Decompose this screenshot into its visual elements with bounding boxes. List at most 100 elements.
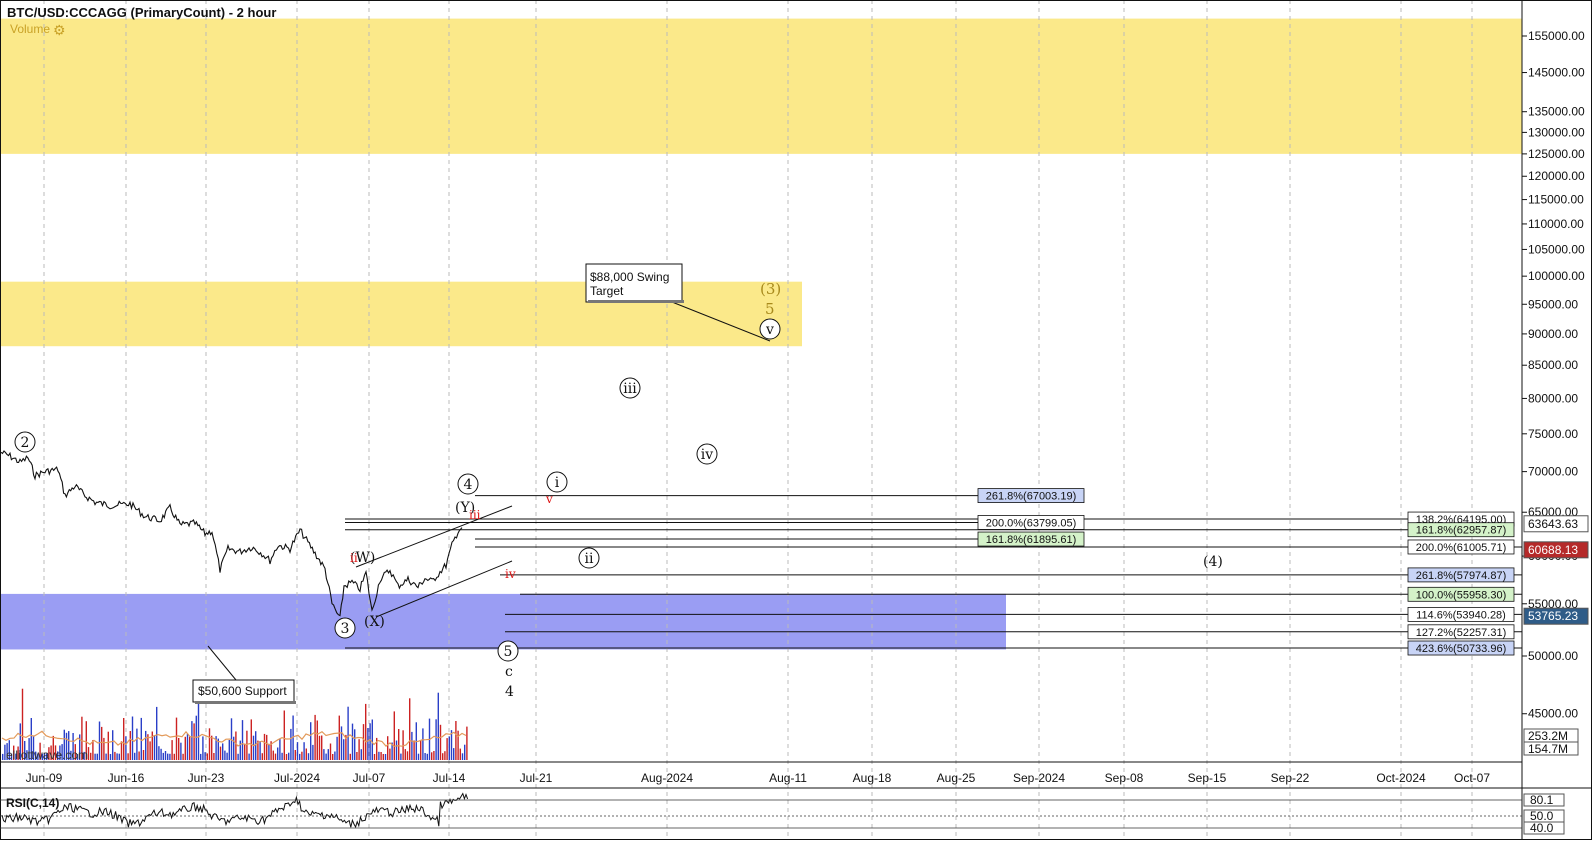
- wave-circle-i: i: [546, 471, 568, 493]
- volume-bar: [316, 720, 318, 760]
- volume-bar: [303, 742, 305, 760]
- volume-bar: [277, 747, 279, 760]
- volume-bar: [318, 735, 321, 760]
- volume-bar: [131, 716, 134, 760]
- volume-bar: [74, 744, 76, 760]
- volume-bar: [127, 753, 129, 760]
- channel-upper: [355, 505, 513, 568]
- price-marker-label: 63643.63: [1528, 517, 1578, 531]
- volume-bar: [413, 740, 415, 760]
- volume-bar: [96, 753, 98, 760]
- volume-bar: [459, 748, 461, 760]
- wave-circle-ii: ii: [578, 547, 600, 569]
- volume-bar: [151, 731, 153, 760]
- volume-bar: [261, 753, 263, 760]
- volume-bar: [65, 732, 68, 760]
- rsi-level-label: 40.0: [1530, 821, 1554, 835]
- wave-circle-iii: iii: [619, 377, 641, 399]
- watermark: elliottwave.com: [6, 748, 88, 762]
- volume-bar: [109, 754, 112, 760]
- volume-bar: [136, 728, 138, 760]
- volume-bar: [81, 716, 83, 760]
- volume-bar: [369, 723, 371, 760]
- volume-bar: [290, 728, 292, 760]
- volume-bar: [37, 753, 39, 760]
- volume-bar: [63, 729, 65, 760]
- volume-label[interactable]: Volume: [10, 22, 50, 36]
- volume-bar: [13, 745, 15, 760]
- svg-text:5: 5: [504, 644, 513, 660]
- volume-bar: [107, 731, 109, 760]
- volume-bar: [30, 718, 32, 760]
- volume-bar: [226, 752, 228, 760]
- support-text: $50,600 Support: [198, 684, 287, 698]
- volume-bar: [345, 734, 347, 760]
- price-marker-label: 60688.13: [1528, 543, 1578, 557]
- rsi-line: [1, 792, 469, 829]
- wave-red-v: v: [545, 492, 553, 506]
- volume-bar: [171, 740, 173, 760]
- volume-bar: [393, 711, 395, 760]
- volume-bar: [182, 753, 184, 760]
- volume-bar: [464, 744, 466, 760]
- volume-bar: [87, 747, 90, 760]
- fib-label-box: [1407, 624, 1515, 640]
- volume-bar: [338, 715, 340, 760]
- volume-bar: [125, 736, 127, 760]
- volume-bar: [281, 752, 283, 760]
- price-marker-box: [1523, 607, 1589, 625]
- volume-bar: [90, 752, 92, 760]
- wave-5-gold: 5: [765, 300, 775, 318]
- y-tick-label: 55000.00: [1528, 597, 1578, 611]
- volume-bar: [101, 726, 103, 760]
- volume-bar: [387, 736, 389, 760]
- volume-bar: [129, 731, 131, 760]
- svg-text:ii: ii: [585, 551, 594, 567]
- svg-text:v: v: [765, 322, 774, 338]
- x-tick-label: Jul-21: [520, 771, 553, 785]
- fib-label: 161.8%(62957.87): [1416, 525, 1507, 537]
- volume-bar: [431, 752, 433, 760]
- volume-bar: [373, 754, 376, 760]
- volume-bar: [301, 751, 303, 760]
- volume-bar: [307, 753, 310, 760]
- volume-bar: [149, 741, 151, 760]
- volume-bar: [250, 719, 252, 760]
- volume-bar: [193, 723, 195, 760]
- wave-circle-2: 2: [14, 431, 36, 453]
- x-tick-label: Sep-2024: [1013, 771, 1065, 785]
- channel-lower: [375, 560, 513, 618]
- rsi-level-label: 80.1: [1530, 793, 1554, 807]
- volume-bar: [382, 754, 384, 760]
- fib-label: 114.6%(53940.28): [1416, 609, 1506, 621]
- volume-bar: [371, 719, 373, 760]
- volume-bar: [466, 726, 468, 760]
- volume-bar: [404, 749, 406, 760]
- volume-bar: [312, 744, 314, 760]
- volume-bar: [54, 745, 57, 760]
- volume-bar: [299, 753, 301, 760]
- svg-text:2: 2: [21, 435, 30, 451]
- x-tick-label: Sep-15: [1188, 771, 1227, 785]
- volume-bar: [332, 754, 334, 760]
- volume-bar: [285, 754, 288, 760]
- volume-bar: [283, 710, 285, 760]
- volume-bar: [173, 753, 175, 760]
- fib-label: 100.0%(55958.30): [1416, 589, 1507, 601]
- x-tick-label: Jun-09: [26, 771, 63, 785]
- volume-marker-label: 253.2M: [1528, 729, 1568, 743]
- volume-bar: [376, 737, 378, 760]
- fib-label: 161.8%(61895.61): [986, 534, 1077, 546]
- volume-bar: [327, 749, 329, 760]
- volume-bar: [26, 750, 28, 760]
- volume-bar: [435, 719, 437, 760]
- x-tick-label: Sep-08: [1105, 771, 1144, 785]
- volume-bar: [270, 741, 272, 760]
- svg-text:iv: iv: [701, 447, 713, 463]
- gear-icon[interactable]: ⚙: [53, 22, 66, 38]
- volume-bar: [244, 743, 246, 760]
- x-tick-label: Aug-18: [853, 771, 892, 785]
- y-tick-label: 95000.00: [1528, 297, 1578, 311]
